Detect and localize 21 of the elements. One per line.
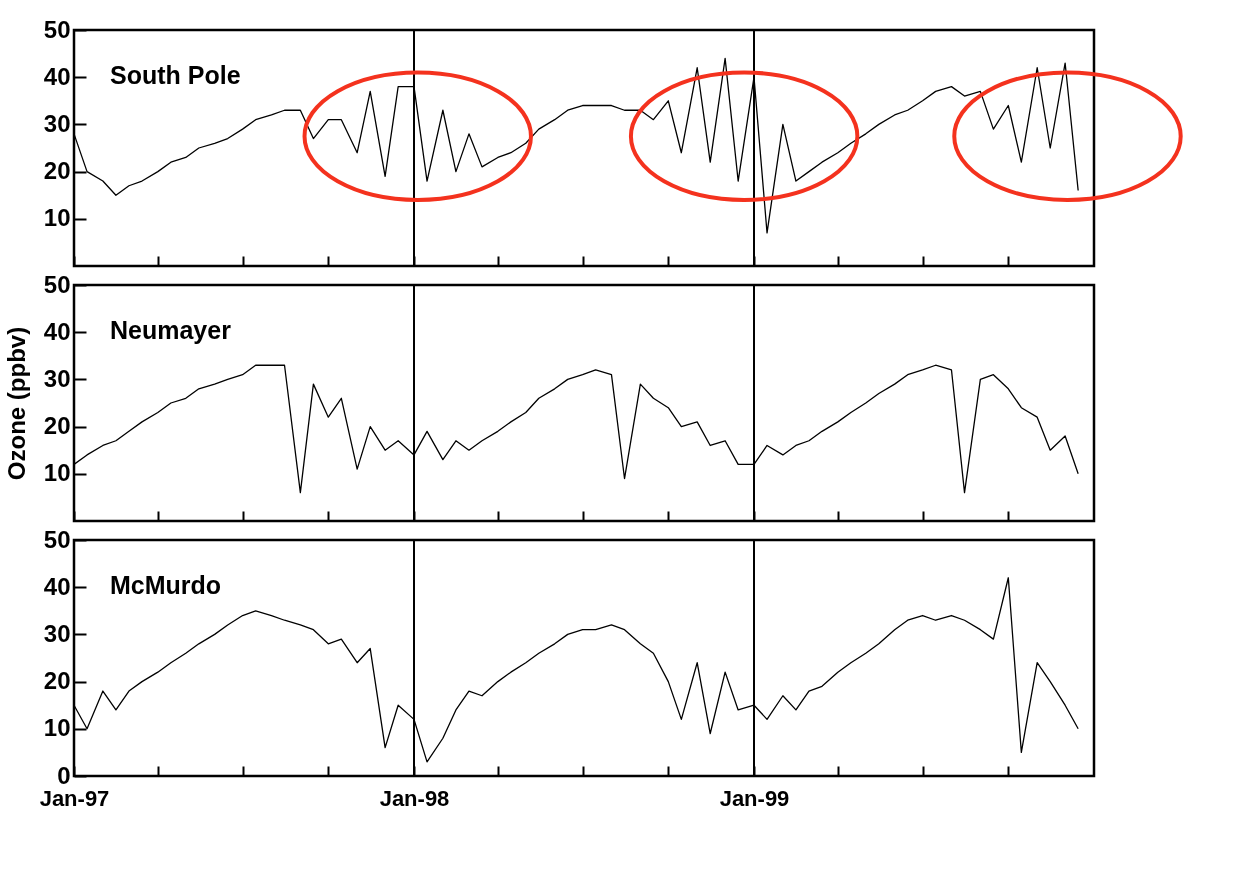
- y-tick-label: 30: [43, 619, 71, 647]
- y-tick-label: 10: [43, 204, 71, 232]
- x-tick-label: Jan-98: [379, 785, 450, 811]
- y-tick-label: 30: [43, 109, 71, 137]
- text: South Pole: [110, 61, 241, 89]
- y-tick-label: 50: [43, 15, 71, 43]
- text: Neumayer: [110, 316, 232, 344]
- y-tick-label: 20: [43, 667, 71, 695]
- y-axis-title: Ozone (ppbv): [2, 326, 30, 481]
- y-tick-label: 30: [43, 364, 71, 392]
- y-tick-label: 10: [43, 714, 71, 742]
- y-tick-label: 40: [43, 62, 71, 90]
- y-tick-label: 40: [43, 317, 71, 345]
- y-tick-label: 50: [43, 525, 71, 553]
- y-tick-label: 20: [43, 412, 71, 440]
- text: McMurdo: [110, 571, 222, 599]
- x-tick-label: Jan-99: [719, 785, 790, 811]
- y-tick-label: 50: [43, 270, 71, 298]
- y-tick-label: 40: [43, 572, 71, 600]
- y-tick-label: 20: [43, 157, 71, 185]
- y-tick-label: 10: [43, 459, 71, 487]
